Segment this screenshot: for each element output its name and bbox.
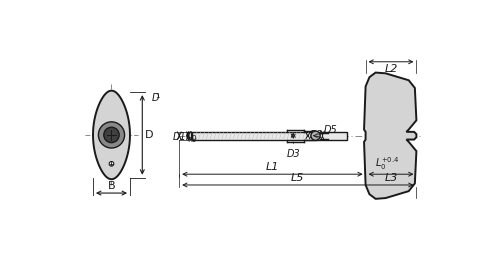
Text: L1: L1 xyxy=(266,162,279,172)
Polygon shape xyxy=(187,132,192,140)
Text: 1: 1 xyxy=(156,93,160,99)
Text: D: D xyxy=(146,130,154,140)
Text: L5: L5 xyxy=(291,173,304,183)
Text: B: B xyxy=(108,181,116,191)
Text: D1: D1 xyxy=(172,132,186,142)
Text: D3: D3 xyxy=(286,142,300,159)
Text: h9: h9 xyxy=(187,135,197,144)
Polygon shape xyxy=(364,73,416,199)
Text: D2: D2 xyxy=(310,130,324,140)
Text: $L_0^{+0.4}$: $L_0^{+0.4}$ xyxy=(375,155,400,172)
Polygon shape xyxy=(93,91,130,179)
Text: D5: D5 xyxy=(324,125,338,134)
Circle shape xyxy=(311,131,320,140)
Bar xyxy=(192,132,347,140)
Text: D: D xyxy=(152,93,159,103)
Ellipse shape xyxy=(104,127,119,143)
Text: L2: L2 xyxy=(384,64,398,74)
Text: L3: L3 xyxy=(384,173,398,183)
Circle shape xyxy=(109,162,114,166)
Ellipse shape xyxy=(98,122,124,148)
